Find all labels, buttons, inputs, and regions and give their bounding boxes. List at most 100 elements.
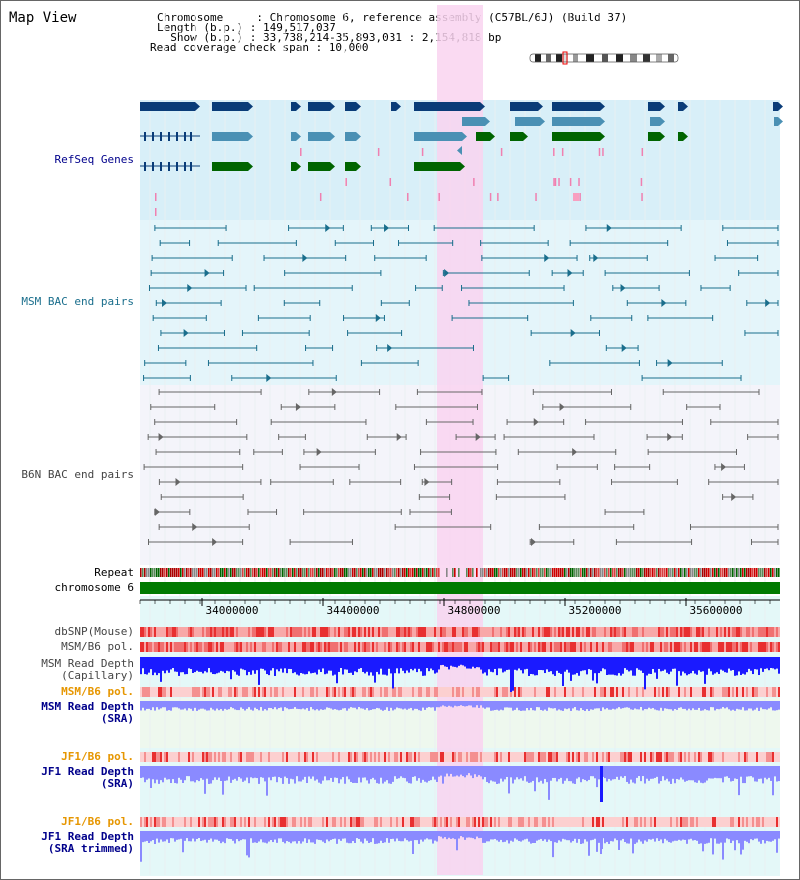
msm-b6-pol-mark (504, 642, 506, 652)
msm-b6-pol-sra-mark (206, 687, 208, 697)
msm-depth-capillary-bar (592, 657, 594, 681)
msm-b6-pol-sra-mark (260, 687, 262, 697)
track-label-msm-depth-sra[interactable]: MSM Read Depth (SRA) (41, 700, 134, 725)
track-label-chromosome[interactable]: chromosome 6 (54, 581, 134, 594)
jf1-b6-pol-trim-mark (730, 817, 732, 827)
track-label-jf1-b6-pol-1[interactable]: JF1/B6 pol. (61, 750, 134, 763)
jf1-depth-sra-bar (354, 766, 356, 783)
short-gene-mark (553, 178, 555, 186)
msm-depth-sra-bar (470, 701, 472, 706)
dbsnp-mark (414, 627, 416, 637)
track-label-b6n-bac[interactable]: B6N BAC end pairs (21, 468, 134, 481)
msm-b6-pol-mark (210, 642, 212, 652)
jf1-b6-pol-mark (392, 752, 394, 762)
msm-b6-pol-mark (578, 642, 580, 652)
msm-b6-pol-sra-mark (612, 687, 614, 697)
track-label-msm-b6-pol-1[interactable]: MSM/B6 pol. (61, 640, 134, 653)
msm-depth-sra-bar (742, 701, 744, 708)
track-label-jf1-b6-pol-2[interactable]: JF1/B6 pol. (61, 815, 134, 828)
jf1-depth-trim-bar (642, 831, 644, 844)
jf1-depth-trim-bar (344, 831, 346, 839)
dbsnp-mark (576, 627, 578, 637)
msm-depth-capillary-bar (664, 657, 666, 670)
repeat-mark (208, 568, 210, 577)
msm-b6-pol-sra-mark (474, 687, 476, 697)
jf1-b6-pol-trim-mark (506, 817, 508, 827)
gene-block (462, 117, 485, 126)
track-label-repeat[interactable]: Repeat (94, 566, 134, 579)
jf1-depth-trim-bar (150, 831, 152, 842)
msm-b6-pol-sra-mark (450, 687, 452, 697)
dbsnp-mark (416, 627, 418, 637)
jf1-b6-pol-mark (148, 752, 150, 762)
msm-b6-pol-mark (776, 642, 778, 652)
jf1-b6-pol-mark (630, 752, 632, 762)
jf1-depth-trim-bar (308, 831, 310, 840)
jf1-b6-pol-mark (710, 752, 712, 762)
gene-arrow (248, 102, 253, 111)
msm-b6-pol-mark (146, 642, 148, 652)
jf1-b6-pol-trim-mark (316, 817, 318, 827)
msm-depth-sra-bar (688, 701, 690, 709)
msm-b6-pol-mark (392, 642, 394, 652)
repeat-mark (580, 568, 582, 577)
dbsnp-mark (638, 627, 640, 637)
msm-depth-capillary-bar (644, 657, 646, 690)
jf1-depth-sra-bar (530, 766, 532, 783)
jf1-b6-pol-mark (228, 752, 230, 762)
jf1-b6-pol-mark (614, 752, 616, 762)
track-label-msm-bac[interactable]: MSM BAC end pairs (21, 295, 134, 308)
jf1-b6-pol-mark (184, 752, 186, 762)
msm-b6-pol-mark (534, 642, 536, 652)
track-label-refseq[interactable]: RefSeq Genes (54, 153, 134, 166)
jf1-depth-sra-bar (330, 766, 332, 778)
msm-depth-sra-bar (142, 701, 144, 708)
jf1-b6-pol-trim-mark (462, 817, 464, 827)
jf1-b6-pol-trim-mark (592, 817, 594, 827)
msm-depth-capillary-bar (776, 657, 778, 669)
track-label-dbsnp[interactable]: dbSNP(Mouse) (54, 625, 134, 638)
msm-b6-pol-sra-mark (482, 687, 484, 697)
msm-depth-sra-bar (522, 701, 524, 711)
msm-b6-pol-sra-mark (566, 687, 568, 697)
jf1-depth-trim-bar (712, 831, 714, 855)
jf1-b6-pol-mark (162, 752, 164, 762)
msm-b6-pol-sra-mark (330, 687, 332, 697)
msm-depth-capillary-bar (520, 657, 522, 671)
jf1-b6-pol-trim-mark (712, 817, 714, 827)
msm-b6-pol-mark (332, 642, 334, 652)
dbsnp-mark (326, 627, 328, 637)
jf1-b6-pol-trim-mark (494, 817, 496, 827)
msm-b6-pol-mark (568, 642, 570, 652)
jf1-b6-pol-trim-mark (612, 817, 614, 827)
track-label-jf1-depth-sra[interactable]: JF1 Read Depth (SRA) (41, 765, 134, 790)
repeat-mark (752, 568, 754, 577)
msm-b6-pol-sra-mark (526, 687, 528, 697)
msm-depth-sra-bar (306, 701, 308, 709)
jf1-b6-pol-mark (352, 752, 354, 762)
msm-depth-sra-bar (540, 701, 542, 710)
msm-depth-sra-bar (468, 701, 470, 706)
track-label-msm-depth-capillary[interactable]: MSM Read Depth (Capillary) (41, 657, 134, 682)
msm-b6-pol-sra-mark (726, 687, 728, 697)
msm-b6-pol-sra-mark (326, 687, 328, 697)
msm-b6-pol-sra-mark (218, 687, 220, 697)
msm-b6-pol-mark (160, 642, 162, 652)
jf1-depth-trim-bar (230, 831, 232, 840)
msm-bac-pair-arrow (387, 344, 393, 352)
jf1-depth-sra-bar (724, 766, 726, 777)
msm-bac-pair-arrow (162, 299, 168, 307)
track-label-msm-b6-pol-2[interactable]: MSM/B6 pol. (61, 685, 134, 698)
gene-block (345, 102, 356, 111)
msm-b6-pol-mark (294, 642, 296, 652)
msm-depth-sra-bar (168, 701, 170, 711)
msm-b6-pol-sra-mark (656, 687, 658, 697)
dbsnp-mark (728, 627, 730, 637)
jf1-depth-sra-bar (348, 766, 350, 780)
msm-b6-pol-mark (280, 642, 282, 652)
jf1-depth-trim-bar (552, 831, 554, 858)
jf1-b6-pol-mark (546, 752, 548, 762)
track-label-jf1-depth-trimmed[interactable]: JF1 Read Depth (SRA trimmed) (41, 830, 134, 855)
jf1-depth-trim-bar (234, 831, 236, 844)
